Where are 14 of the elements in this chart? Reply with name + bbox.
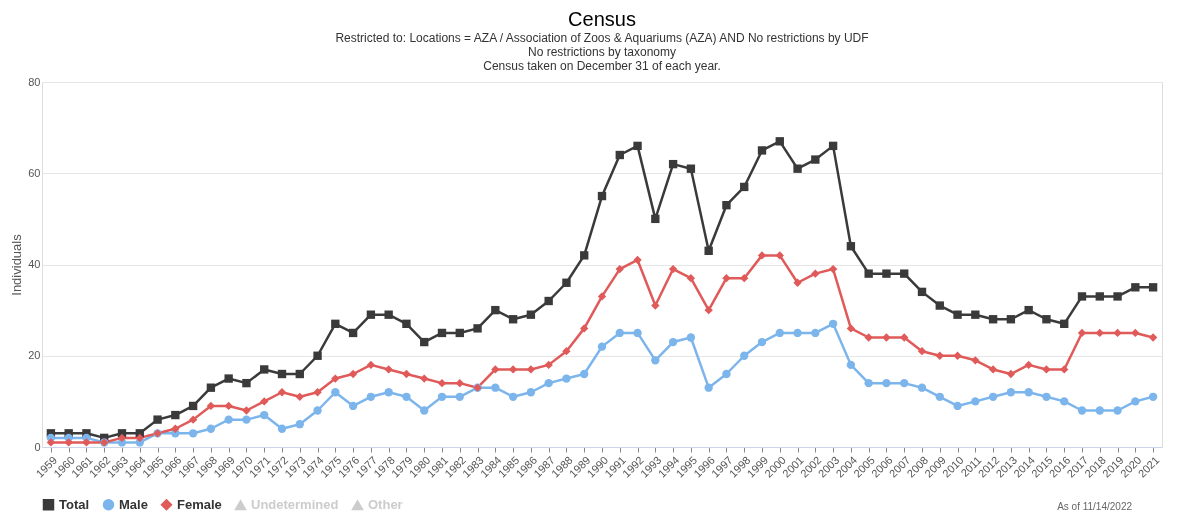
y-tick-label: 0	[34, 440, 41, 453]
legend-label: Female	[177, 496, 222, 512]
y-tick-label: 60	[28, 166, 41, 179]
text: Restricted to: Locations = AZA / Association of Zoos & Aquariums (AZA) AND No restrictions by UDF	[335, 31, 869, 45]
y-tick-label: 20	[28, 349, 41, 362]
legend-label: Male	[119, 496, 148, 512]
y-tick-label: 80	[28, 75, 41, 88]
chart-title: Census	[568, 8, 636, 30]
y-tick-label: 40	[28, 258, 41, 270]
text: No restrictions by taxonomy	[527, 45, 677, 59]
text: Census taken on December 31 of each year.	[483, 59, 721, 73]
legend-label: Total	[59, 496, 90, 512]
text: As of 11/14/2022	[1057, 501, 1133, 512]
y-axis-title: Individuals	[9, 233, 25, 296]
